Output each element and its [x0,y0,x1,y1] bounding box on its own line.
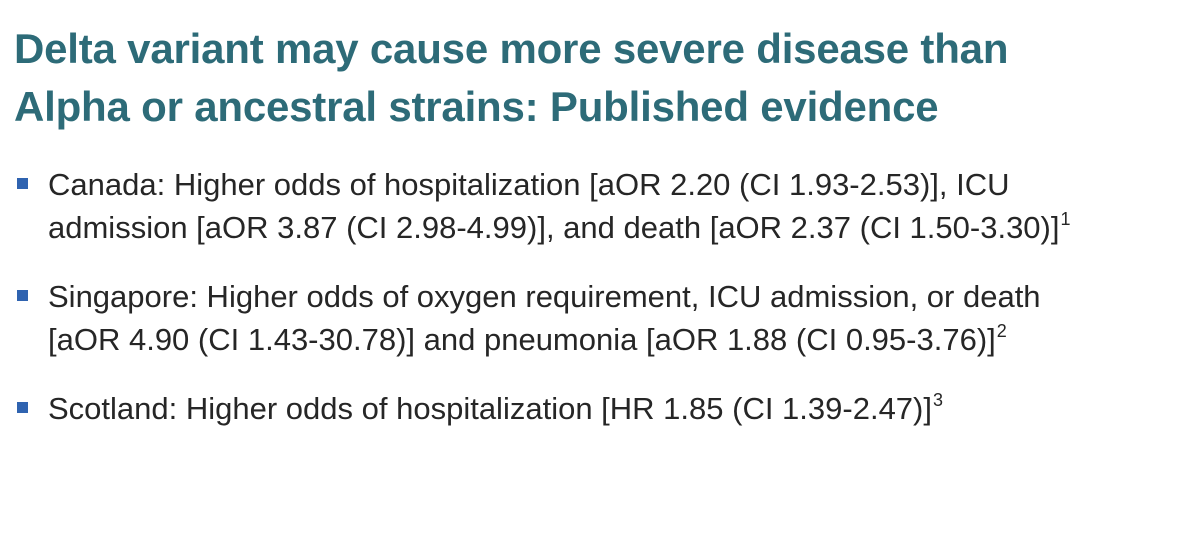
bullet-list: Canada: Higher odds of hospitalization [… [0,163,1200,430]
slide-title-line-2: Alpha or ancestral strains: Published ev… [14,83,939,130]
bullet-singapore-line-2: [aOR 4.90 (CI 1.43-30.78)] and pneumonia… [48,318,1200,361]
bullet-scotland-text-1: Scotland: Higher odds of hospitalization… [48,391,932,426]
bullet-item-canada: Canada: Higher odds of hospitalization [… [0,163,1200,249]
bullet-item-singapore: Singapore: Higher odds of oxygen require… [0,275,1200,361]
bullet-item-scotland: Scotland: Higher odds of hospitalization… [0,387,1200,430]
bullet-scotland-line-1: Scotland: Higher odds of hospitalization… [48,387,1200,430]
footnote-ref-3: 3 [932,390,943,410]
bullet-canada-text-2: admission [aOR 3.87 (CI 2.98-4.99)], and… [48,210,1060,245]
bullet-canada-line-2: admission [aOR 3.87 (CI 2.98-4.99)], and… [48,206,1200,249]
bullet-singapore-text-2: [aOR 4.90 (CI 1.43-30.78)] and pneumonia… [48,322,996,357]
square-bullet-icon [17,290,28,301]
slide-title-line-1: Delta variant may cause more severe dise… [14,25,1009,72]
footnote-ref-2: 2 [996,321,1007,341]
square-bullet-icon [17,178,28,189]
bullet-singapore-line-1: Singapore: Higher odds of oxygen require… [48,279,1041,314]
bullet-canada-line-1: Canada: Higher odds of hospitalization [… [48,167,1010,202]
footnote-ref-1: 1 [1060,209,1071,229]
square-bullet-icon [17,402,28,413]
slide-title: Delta variant may cause more severe dise… [14,20,1184,136]
